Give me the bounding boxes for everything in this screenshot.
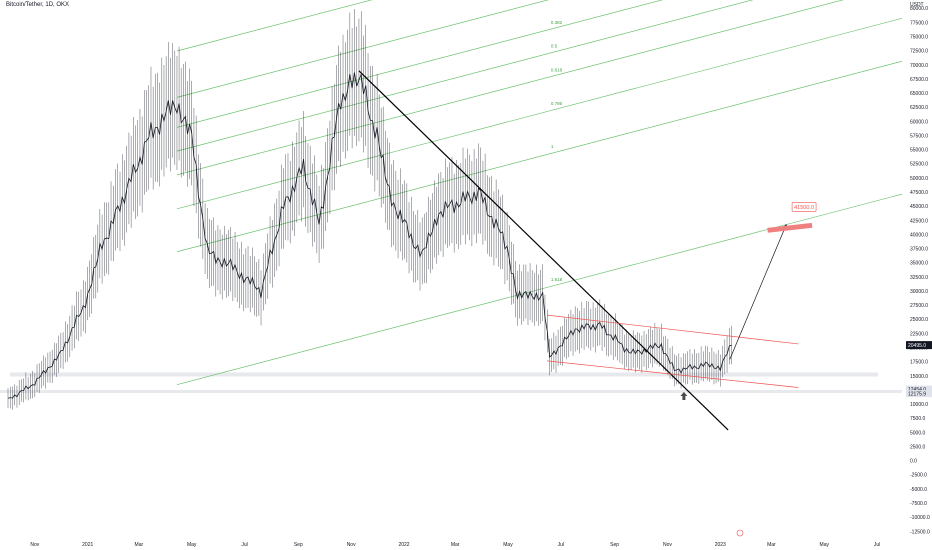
y-tick-label: 22500.0 xyxy=(910,331,928,337)
target-label: 41500.0 xyxy=(794,205,814,211)
fib-line-1 xyxy=(176,60,903,253)
fib-line-0.382 xyxy=(176,0,664,128)
target-zone xyxy=(767,222,813,233)
price-badge xyxy=(906,390,932,398)
y-tick-label: 67500.0 xyxy=(910,77,928,83)
y-tick-label: -10000.0 xyxy=(910,515,930,521)
y-tick-label: 77500.0 xyxy=(910,20,928,26)
y-tick-label: -5000.0 xyxy=(910,487,927,493)
x-tick-label: Nov xyxy=(347,542,356,548)
x-tick-label: May xyxy=(820,542,830,548)
y-tick-label: 57500.0 xyxy=(910,133,928,139)
y-tick-label: 62500.0 xyxy=(910,105,928,111)
y-unit-label: USDT xyxy=(910,2,924,8)
y-tick-label: 75000.0 xyxy=(910,34,928,40)
y-tick-label: 47500.0 xyxy=(910,190,928,196)
y-tick-label: 2500.0 xyxy=(910,444,926,450)
y-tick-label: 55000.0 xyxy=(910,148,928,154)
downtrend-line xyxy=(358,70,729,431)
y-tick-label: 45000.0 xyxy=(910,204,928,210)
current-price-badge xyxy=(906,341,932,350)
target-label-box xyxy=(791,202,817,212)
y-tick-label: 10000.0 xyxy=(910,402,928,408)
x-tick-label: Sep xyxy=(294,542,303,548)
channel-upper-line xyxy=(546,314,799,345)
x-tick-label: May xyxy=(187,542,197,548)
price-badge-label: 12175.9 xyxy=(908,392,926,398)
price-badge-label: 12454.0 xyxy=(908,387,926,393)
current-price-label: 20495.0 xyxy=(908,343,926,349)
y-tick-label: 17500.0 xyxy=(910,360,928,366)
y-tick-label: 30000.0 xyxy=(910,289,928,295)
y-tick-label: 35000.0 xyxy=(910,261,928,267)
fib-level-label: 1 xyxy=(551,144,554,149)
y-tick-label: -12500.0 xyxy=(910,529,930,535)
price-badge xyxy=(906,385,932,393)
y-tick-label: 52500.0 xyxy=(910,162,928,168)
y-tick-label: 50000.0 xyxy=(910,176,928,182)
projection-arrow xyxy=(729,223,787,360)
x-tick-label: Jul xyxy=(241,542,247,548)
x-tick-label: 2023 xyxy=(715,542,726,548)
x-tick-label: Mar xyxy=(767,542,776,548)
x-tick-label: Nov xyxy=(663,542,672,548)
fib-line-1.618 xyxy=(176,193,903,385)
y-tick-label: 0.0 xyxy=(910,459,917,465)
y-tick-label: 15000.0 xyxy=(910,374,928,380)
clock-icon xyxy=(736,529,744,537)
up-arrow-marker xyxy=(680,391,688,400)
fib-line-0.5 xyxy=(176,0,754,152)
fib-line-0.786 xyxy=(176,17,903,210)
chart-title: Bitcoin/Tether, 1D, OKX xyxy=(6,2,70,8)
fib-level-label: 0.382 xyxy=(551,20,563,25)
y-tick-label: -2500.0 xyxy=(910,473,927,479)
fib-level-label: 0.5 xyxy=(551,44,558,49)
y-tick-label: 7500.0 xyxy=(910,416,926,422)
y-tick-label: 40000.0 xyxy=(910,232,928,238)
fib-line-0.618 xyxy=(176,0,844,176)
x-tick-label: 2022 xyxy=(398,542,409,548)
fib-level-label: 1.618 xyxy=(551,277,563,282)
x-tick-label: Mar xyxy=(451,542,460,548)
fib-line-0.236 xyxy=(176,0,549,98)
y-tick-label: 5000.0 xyxy=(910,430,926,436)
y-tick-label: 32500.0 xyxy=(910,275,928,281)
fib-line-0 xyxy=(176,0,373,52)
fib-level-label: 0.618 xyxy=(551,67,563,72)
x-tick-label: Nov xyxy=(30,542,39,548)
y-tick-label: 65000.0 xyxy=(910,91,928,97)
support-band-lower xyxy=(0,389,902,393)
y-tick-label: 37500.0 xyxy=(910,247,928,253)
y-tick-label: 25000.0 xyxy=(910,317,928,323)
x-tick-label: 2021 xyxy=(82,542,93,548)
x-tick-label: Jul xyxy=(874,542,880,548)
y-tick-label: 70000.0 xyxy=(910,63,928,69)
y-tick-label: -7500.0 xyxy=(910,501,927,507)
y-tick-label: 60000.0 xyxy=(910,119,928,125)
x-tick-label: Mar xyxy=(135,542,144,548)
y-tick-label: 80000.0 xyxy=(910,6,928,12)
channel-lower-line xyxy=(546,360,799,388)
y-tick-label: 72500.0 xyxy=(910,49,928,55)
x-tick-label: May xyxy=(503,542,513,548)
support-band xyxy=(10,372,878,377)
y-tick-label: 42500.0 xyxy=(910,218,928,224)
fib-level-label: 0.786 xyxy=(551,101,563,106)
price-series xyxy=(7,72,732,399)
x-tick-label: Jul xyxy=(558,542,564,548)
y-tick-label: 27500.0 xyxy=(910,303,928,309)
x-tick-label: Sep xyxy=(610,542,619,548)
